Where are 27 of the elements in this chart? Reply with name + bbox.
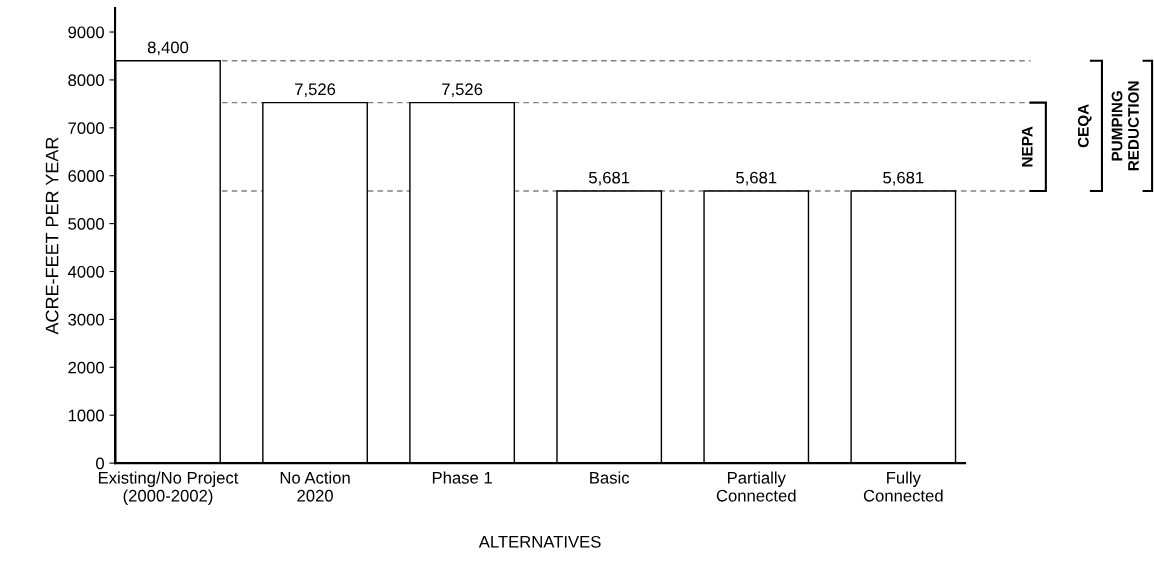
data-label: 5,681 <box>883 171 924 186</box>
text: PUMPING REDUCTION <box>1111 81 1139 171</box>
x-tick-label: Phase 1 <box>432 471 492 484</box>
data-label: 5,681 <box>589 171 630 186</box>
x-tick-label: No Action 2020 <box>280 471 350 502</box>
y-tick-label: 0 <box>96 457 104 470</box>
y-tick-label: 8000 <box>68 74 104 87</box>
data-label: 8,400 <box>147 41 189 56</box>
x-tick-label: Basic <box>590 471 630 484</box>
text: CEQA <box>1077 104 1092 148</box>
data-label: 5,681 <box>736 171 777 186</box>
y-tick-label: 6000 <box>68 170 104 182</box>
y-tick-label: 5000 <box>68 218 104 230</box>
y-tick-label: 3000 <box>68 313 104 326</box>
y-tick-label: 4000 <box>67 265 104 278</box>
y-axis-title: ACRE-FEET PER YEAR <box>45 137 59 335</box>
annotation: NEPA <box>1021 126 1033 167</box>
x-tick-label: Existing/No Project (2000-2002) <box>98 471 239 505</box>
data-label: 7,526 <box>442 83 483 98</box>
y-tick-label: 1000 <box>68 409 104 422</box>
x-tick-label: Fully Connected <box>863 471 943 502</box>
data-label: 7,526 <box>295 83 336 98</box>
y-tick-label: 9000 <box>68 26 104 39</box>
y-tick-label: 2000 <box>68 361 104 374</box>
x-axis-title: ALTERNATIVES <box>478 535 601 548</box>
x-tick-label: Partially Connected <box>716 471 796 502</box>
y-tick-label: 7000 <box>68 122 104 135</box>
